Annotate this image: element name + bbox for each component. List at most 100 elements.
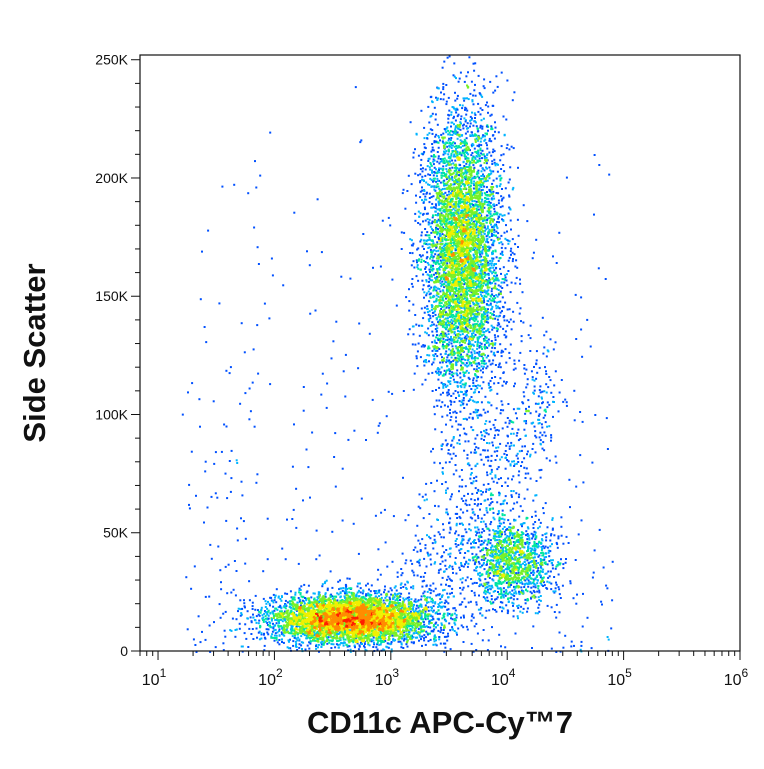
event-dot [399,615,402,618]
event-dot [336,592,339,595]
event-dot [432,605,435,608]
event-dot [306,603,309,606]
event-dot [395,604,398,607]
event-dot [362,623,365,626]
event-dot [260,606,263,609]
event-dot [379,631,382,634]
event-dot [375,637,378,640]
event-dot [432,610,434,613]
event-dot [385,607,388,610]
event-dot [440,629,443,631]
event-dot [422,629,425,632]
event-dot [279,598,282,600]
event-dot [351,602,353,605]
event-dot [276,615,279,618]
event-dot [306,597,309,600]
event-dot [219,616,222,619]
event-dot [278,643,281,646]
event-dot [305,591,308,594]
event-dot [310,612,312,615]
event-dot [344,630,346,633]
event-dot [338,619,341,622]
event-dot [356,628,359,631]
event-dot [332,636,335,638]
event-dot [463,616,465,619]
event-dot [289,638,291,641]
event-dot [439,598,442,601]
event-dot [317,610,320,613]
event-dot [329,595,332,598]
event-dot [383,624,386,627]
event-dot [406,624,409,627]
event-dot [375,597,378,600]
event-dot [274,637,276,639]
event-dot [362,622,365,625]
event-dot [368,615,371,618]
event-dot [422,625,425,628]
event-dot [353,627,356,630]
event-dot [272,622,274,625]
event-dot [300,632,303,635]
event-dot [317,593,320,596]
event-dot [354,624,357,627]
event-dot [319,608,322,611]
event-dot [359,623,362,626]
event-dot [379,619,382,621]
event-dot [310,618,313,621]
event-dot [351,612,354,615]
event-dot [416,636,419,639]
event-dot [454,623,457,626]
event-dot [406,645,409,648]
event-dot [334,623,337,626]
event-dot [308,625,311,628]
event-dot [299,622,302,625]
event-dot [318,626,321,629]
event-dot [453,618,456,620]
event-dot [364,601,367,604]
event-dot [390,593,393,596]
event-dot [390,622,393,625]
event-dot [243,632,246,635]
event-dot [291,635,294,638]
event-dot [390,629,392,632]
event-dot [341,631,344,634]
event-dot [311,612,314,615]
event-dot [403,634,406,637]
event-dot [339,622,342,625]
event-dot [303,604,306,607]
event-dot [415,622,417,625]
event-dot [356,626,359,629]
event-dot [330,610,333,613]
event-dot [414,630,417,632]
event-dot [252,616,255,619]
event-dot [348,614,351,616]
event-dot [445,635,448,638]
event-dot [375,646,378,649]
event-dot [414,609,417,612]
event-dot [403,624,406,627]
event-dot [310,596,313,599]
event-dot [396,634,399,637]
event-dot [401,630,404,633]
event-dot [394,593,397,596]
event-dot [417,606,420,609]
event-dot [308,641,311,644]
event-dot [303,634,306,637]
event-dot [390,589,393,592]
event-dot [402,639,405,642]
event-dot [328,630,331,633]
event-dot [403,635,406,638]
event-dot [309,642,312,645]
event-dot [419,614,422,617]
event-dot [299,617,302,620]
event-dot [383,615,385,618]
event-dot [320,599,322,602]
event-dot [325,599,328,602]
event-dot [340,634,342,637]
event-dot [354,646,356,649]
event-dot [338,625,341,628]
event-dot [426,590,429,593]
event-dot [301,627,304,630]
event-dot [318,632,321,635]
event-dot [328,621,331,624]
